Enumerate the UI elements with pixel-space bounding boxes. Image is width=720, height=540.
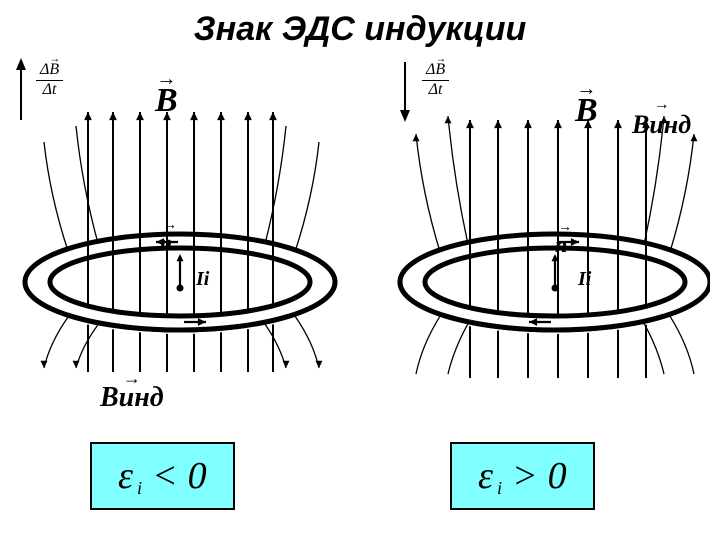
n-label-left: n — [160, 230, 172, 256]
bind-label-right: → Bинд — [632, 110, 691, 140]
b-label-left: → B — [155, 82, 178, 120]
panel-right: ΔB Δt → B → Bинд Iі n — [360, 50, 720, 420]
b-label-right: → B — [575, 92, 598, 130]
bind-label-left: → Bинд — [100, 382, 164, 414]
ii-label-left: Iі — [196, 268, 209, 291]
n-label-right: n — [555, 232, 567, 258]
diagram-left — [10, 60, 350, 420]
page-title: Знак ЭДС индукции — [0, 10, 720, 49]
formula-left: εi < 0 — [90, 442, 235, 510]
formula-right: εi > 0 — [450, 442, 595, 510]
ii-label-right: Iі — [578, 268, 591, 291]
panel-left: ΔB Δt → B → Bинд Iі n — [0, 50, 360, 420]
